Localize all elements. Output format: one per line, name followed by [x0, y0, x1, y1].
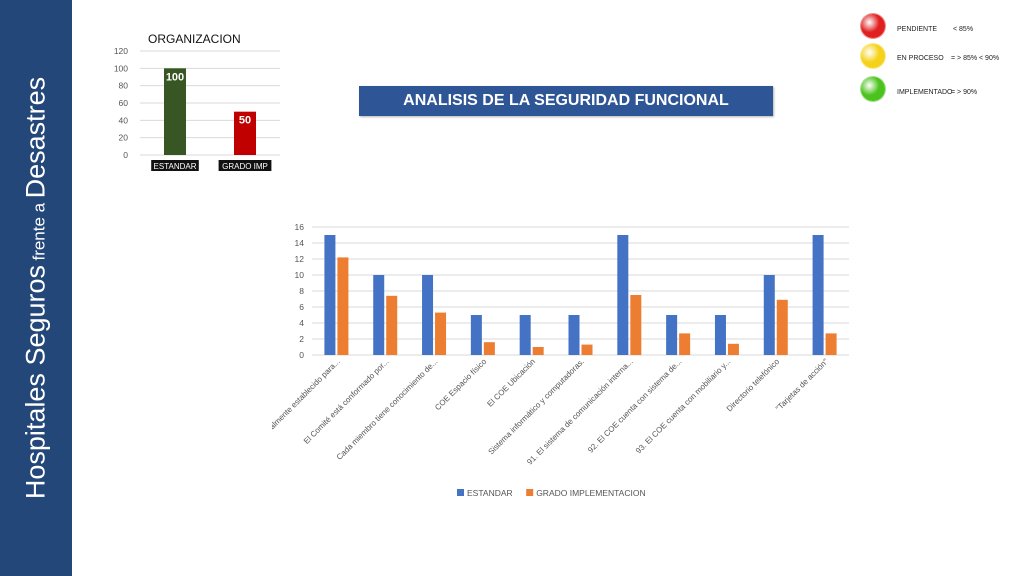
implemented-light-icon [861, 77, 885, 101]
chart2-bar [324, 235, 336, 355]
chart2-bar [373, 275, 385, 355]
in-progress-threshold: = > 85% < 90% [951, 55, 1000, 62]
chart1-ytick: 80 [119, 81, 129, 91]
chart2-ytick: 2 [299, 334, 304, 344]
chart2-ytick: 4 [299, 318, 304, 328]
chart2-bar [470, 315, 482, 355]
page-title: ANALISIS DE LA SEGURIDAD FUNCIONAL [359, 86, 773, 116]
chart2-bar [763, 275, 775, 355]
chart2-bar [386, 295, 398, 355]
chart1-ytick: 40 [119, 115, 129, 125]
chart2-bar [617, 235, 629, 355]
sidebar-title: Hospitales Seguros frente a Desastres [21, 77, 52, 499]
chart2-bar [812, 235, 824, 355]
organizacion-chart: ORGANIZACION 0 20 40 60 80 100 120 100 ESTANDAR 50… [114, 32, 280, 171]
chart1-ytick: 100 [114, 63, 128, 73]
chart1-ytick: 60 [119, 98, 129, 108]
sidebar: Hospitales Seguros frente a Desastres [0, 0, 72, 576]
chart2-category-label: El Comité está conformado por... [302, 357, 391, 446]
chart2-category-label: El COE Ubicación [485, 357, 537, 409]
chart2-bar [630, 295, 642, 355]
in-progress-light-icon [861, 44, 885, 68]
chart1-ytick: 120 [114, 46, 128, 56]
chart2-bar [337, 257, 349, 355]
chart1-title: ORGANIZACION [148, 32, 241, 46]
chart1-category-bg [218, 160, 272, 171]
chart2-bar [483, 342, 495, 355]
implemented-threshold: = > 90% [951, 89, 978, 96]
chart2-bar [568, 315, 580, 355]
chart1-data-label: 100 [166, 71, 184, 83]
chart1-category-label: GRADO IMP [222, 162, 268, 171]
pending-label: PENDIENTE [897, 26, 938, 33]
chart2-ytick: 6 [299, 302, 304, 312]
chart2-bar [519, 315, 531, 355]
chart2-ytick: 8 [299, 286, 304, 296]
chart2-ytick: 16 [295, 222, 305, 232]
chart2-ytick: 0 [299, 350, 304, 360]
chart1-bar [164, 68, 186, 155]
chart2-category-label: Sistema informático y computadoras. [486, 357, 585, 456]
chart2-legend-label: ESTANDAR [467, 488, 513, 498]
sidebar-title-part2: frente a [29, 202, 49, 261]
chart2-bar [532, 347, 544, 355]
chart2-bar [435, 312, 447, 355]
chart2-category-label: 91. El sistema de comunicación interna..… [525, 357, 635, 467]
implemented-label: IMPLEMENTADO [897, 89, 953, 96]
chart1-ytick: 20 [119, 133, 129, 143]
chart2-bar [727, 343, 739, 355]
chart1-ytick: 0 [123, 150, 128, 160]
chart1-category-bg [151, 160, 199, 171]
chart2-bar [581, 344, 593, 355]
chart2-category-label: Cada miembro tiene conocimiento de... [335, 357, 440, 462]
chart1-category-label: ESTANDAR [154, 162, 197, 171]
chart2-category-label: 92. El COE cuenta con sistema de... [586, 357, 684, 455]
seguridad-funcional-chart: 0246810121416Comité formalmente establec… [272, 222, 849, 498]
chart2-ytick: 14 [295, 238, 305, 248]
chart1-bar [234, 111, 256, 155]
chart2-bar [422, 275, 434, 355]
pending-light-icon [861, 14, 885, 38]
chart2-category-label: "Tarjetas de acción" [774, 357, 830, 413]
chart2-category-label: 93. El COE cuenta con mobiliario y... [634, 357, 732, 455]
chart2-category-label: Directorio telefónico [725, 357, 782, 414]
chart2-bar [666, 315, 678, 355]
chart1-data-label: 50 [239, 115, 251, 127]
pending-threshold: < 85% [953, 26, 974, 33]
chart2-legend-swatch [457, 489, 464, 496]
chart2-legend-swatch [526, 489, 534, 496]
chart2-bar [714, 315, 726, 355]
chart2-bar [776, 299, 788, 355]
chart2-bar [825, 333, 837, 355]
chart2-legend-label: GRADO IMPLEMENTACION [536, 488, 645, 498]
chart2-ytick: 12 [295, 254, 305, 264]
chart2-category-label: COE Espacio físico [433, 357, 488, 412]
sidebar-title-part1: Hospitales Seguros [20, 264, 51, 500]
chart2-bar [679, 333, 691, 355]
chart2-ytick: 10 [295, 270, 305, 280]
sidebar-title-part3: Desastres [20, 76, 51, 199]
in-progress-label: EN PROCESO [897, 55, 944, 62]
